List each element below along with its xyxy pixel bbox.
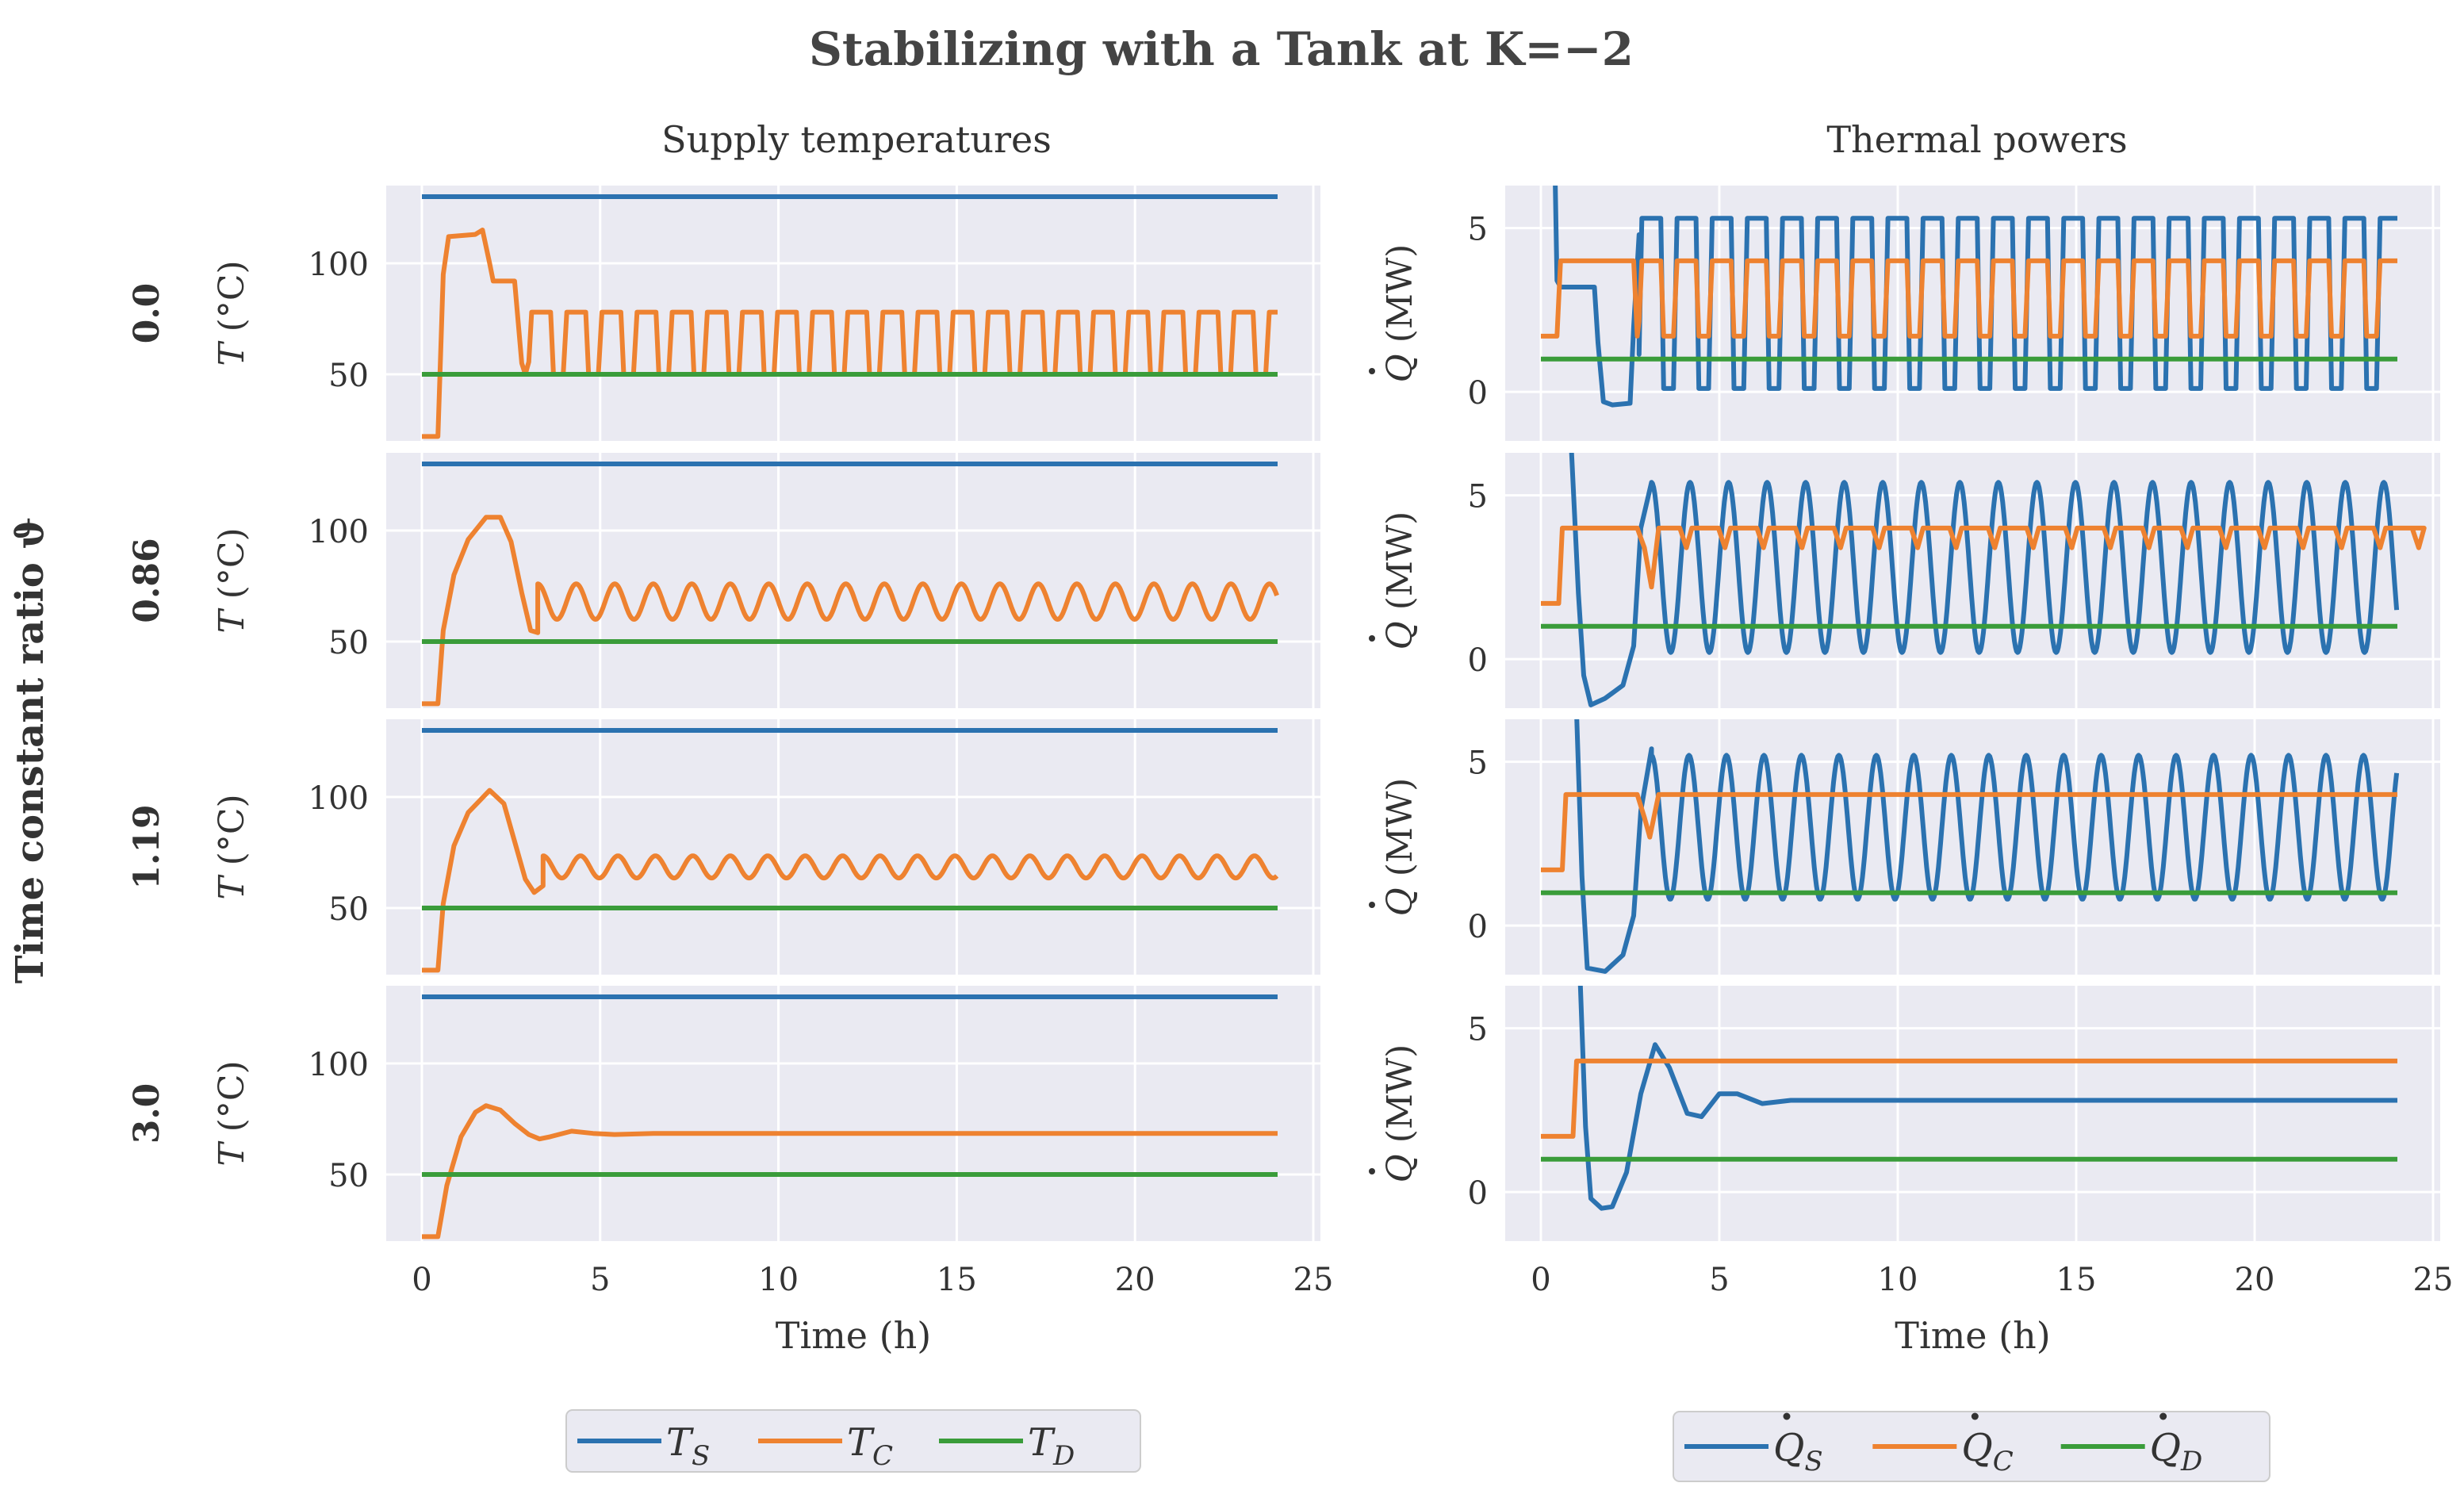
x-tick-label: 15 <box>937 1262 977 1298</box>
legend-dot <box>2159 1412 2167 1420</box>
panel-0-2: 50 100 T (°C) 1.19 <box>127 719 1320 975</box>
y-axis-label: T (°C) <box>212 260 252 366</box>
figure-title: Stabilizing with a Tank at K=−2 <box>809 22 1634 76</box>
y-axis-label: T (°C) <box>212 527 252 633</box>
column-title-right: Thermal powers <box>1826 118 2127 161</box>
x-tick-label: 25 <box>1293 1262 1334 1298</box>
y-axis-label: T (°C) <box>212 794 252 899</box>
x-tick-label: 20 <box>1115 1262 1155 1298</box>
y-axis-label: Q (MW) <box>1380 1044 1420 1183</box>
x-tick-label: 5 <box>1709 1262 1729 1298</box>
row-axis-title: Time constant ratio ϑ <box>8 517 52 983</box>
y-axis-label: Q (MW) <box>1380 512 1420 650</box>
panel-1-0: 0 5 Q (MW) <box>1369 186 2440 441</box>
x-tick-label: 5 <box>590 1262 610 1298</box>
series-line-t-c <box>422 1103 1278 1240</box>
panel-background <box>1505 186 2440 441</box>
y-tick-label: 5 <box>1468 479 1488 515</box>
legend-left: TS TC TD <box>565 1409 1141 1473</box>
series-line-q-c <box>1541 1058 2397 1139</box>
x-tick-label: 10 <box>1878 1262 1918 1298</box>
panel-background <box>386 719 1320 975</box>
y-tick-label: 0 <box>1468 909 1488 945</box>
y-tick-label: 100 <box>308 514 369 550</box>
y-tick-label: 50 <box>328 891 369 928</box>
legends: TS TC TD QS QC QD <box>565 1409 2270 1482</box>
y-axis-label-dot <box>1369 635 1375 642</box>
panel-1-2: 0 5 Q (MW) <box>1369 719 2440 975</box>
panel-1-1: 0 5 Q (MW) <box>1369 453 2440 708</box>
legend-dot <box>1971 1412 1979 1420</box>
y-axis-label-dot <box>1369 368 1375 374</box>
y-tick-label: 5 <box>1468 212 1488 248</box>
y-tick-label: 100 <box>308 247 369 283</box>
y-tick-label: 50 <box>328 1158 369 1194</box>
legend-label: QD <box>2150 1426 2203 1477</box>
x-tick-label: 25 <box>2413 1262 2454 1298</box>
x-tick-label: 20 <box>2235 1262 2275 1298</box>
y-axis-label-dot <box>1369 902 1375 908</box>
panel-0-3: 50 100 T (°C) 3.0 0 5 10 15 20 25 Time (h) <box>127 986 1333 1357</box>
y-tick-label: 50 <box>328 625 369 661</box>
y-axis-label-dot <box>1369 1168 1375 1174</box>
panel-0-1: 50 100 T (°C) 0.86 <box>127 453 1320 708</box>
y-tick-label: 5 <box>1468 745 1488 782</box>
x-tick-label: 0 <box>412 1262 431 1298</box>
x-tick-label: 10 <box>758 1262 799 1298</box>
y-axis-label: Q (MW) <box>1380 244 1420 383</box>
y-tick-label: 0 <box>1468 1175 1488 1212</box>
x-axis-label: Time (h) <box>1895 1314 2050 1357</box>
legend-box <box>1673 1411 2270 1482</box>
series-line-t-c <box>422 515 1279 707</box>
legend-label: TS <box>666 1420 710 1472</box>
series-line-q-c <box>1541 791 2397 872</box>
panel-background <box>386 986 1320 1241</box>
series-line-q-c <box>1541 258 2397 339</box>
y-tick-label: 100 <box>308 1047 369 1083</box>
legend-label: QC <box>1961 1426 2013 1477</box>
legend-label: TD <box>1028 1420 1075 1472</box>
panel-0-0: 50 100 T (°C) 0.0 <box>127 186 1320 441</box>
column-title-left: Supply temperatures <box>661 118 1052 161</box>
y-tick-label: 50 <box>328 358 369 394</box>
series-line-q-s <box>1577 986 2397 1211</box>
y-tick-label: 0 <box>1468 642 1488 679</box>
y-tick-label: 0 <box>1468 375 1488 412</box>
y-axis-label: Q (MW) <box>1380 778 1420 917</box>
legend-box <box>565 1409 1141 1473</box>
row-label: 0.86 <box>127 538 167 623</box>
series-line-q-c <box>1541 525 2427 606</box>
legend-label: TC <box>847 1420 893 1472</box>
legend-dot <box>1783 1412 1791 1420</box>
x-tick-label: 0 <box>1531 1262 1550 1298</box>
series-line-q-s <box>1569 453 2400 707</box>
y-tick-label: 5 <box>1468 1012 1488 1048</box>
row-label: 3.0 <box>127 1083 167 1144</box>
x-tick-label: 15 <box>2056 1262 2097 1298</box>
panel-background <box>386 453 1320 708</box>
panel-background <box>1505 986 2440 1241</box>
y-axis-label: T (°C) <box>212 1060 252 1166</box>
x-axis-label: Time (h) <box>776 1314 931 1357</box>
series-line-t-c <box>422 787 1279 973</box>
row-label: 0.0 <box>127 283 167 344</box>
legend-label: QS <box>1773 1426 1823 1477</box>
legend-right: QS QC QD <box>1673 1411 2270 1482</box>
y-tick-label: 100 <box>308 780 369 817</box>
panel-1-3: 0 5 Q (MW) 0 5 10 15 20 25 Time (h) <box>1369 986 2454 1357</box>
row-label: 1.19 <box>127 804 167 889</box>
